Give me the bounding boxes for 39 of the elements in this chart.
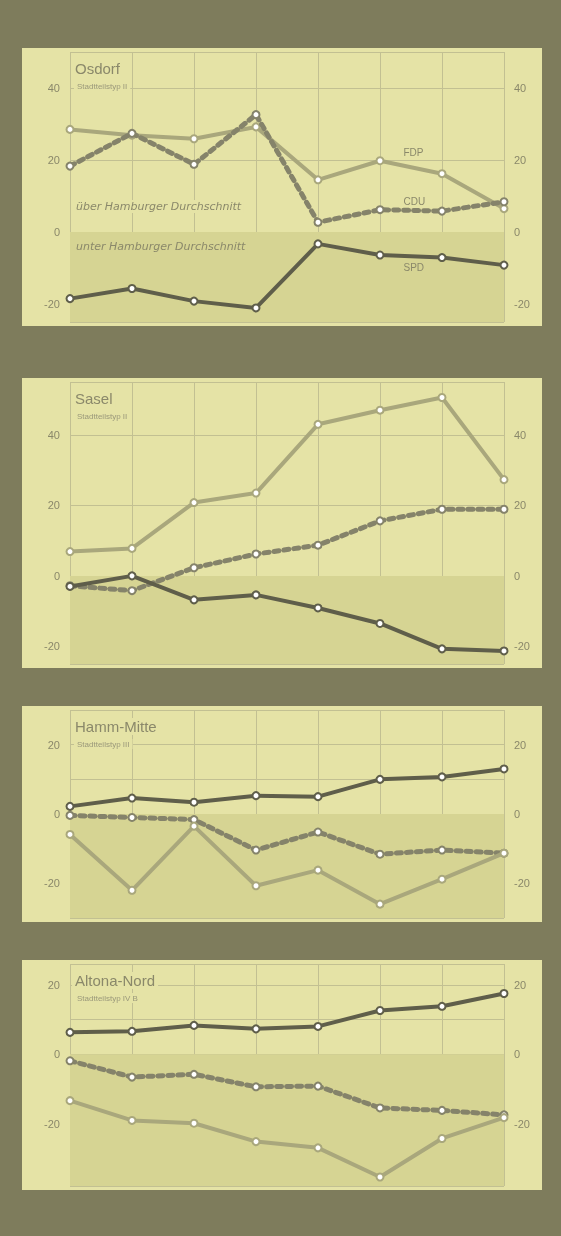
y-tick-label: -20	[44, 640, 60, 653]
y-tick-label: -20	[44, 877, 60, 890]
y2-tick-label: 0	[514, 569, 521, 582]
y-tick-label: 20	[47, 738, 60, 751]
y-tick-label: 0	[53, 808, 60, 820]
y-tick-label: 40	[47, 82, 60, 94]
text: Stadtteilstyp III	[77, 739, 130, 749]
series-label: FDP	[403, 147, 424, 159]
y2-tick-label: 20	[514, 499, 527, 512]
y2-tick-label: 20	[514, 978, 527, 991]
y2-tick-label: 0	[514, 226, 521, 238]
y2-tick-label: 20	[514, 154, 527, 166]
y2-tick-label: -20	[514, 298, 530, 310]
y-tick-label: 20	[47, 499, 60, 512]
text: Sasel	[75, 390, 113, 407]
y2-tick-label: -20	[514, 640, 530, 653]
y-tick-label: 0	[53, 226, 60, 238]
text: Hamm-Mitte	[75, 718, 157, 735]
y-tick-label: 40	[47, 428, 60, 441]
y2-tick-label: 0	[514, 1048, 521, 1061]
text: Stadtteilstyp IV B	[77, 993, 138, 1003]
y2-tick-label: 40	[514, 82, 527, 94]
text: Altona-Nord	[75, 972, 156, 989]
text: Osdorf	[75, 60, 121, 77]
series-label: CDU	[403, 196, 426, 208]
y-tick-label: -20	[44, 1117, 60, 1130]
series-label: SPD	[403, 261, 425, 273]
y2-tick-label: -20	[514, 1117, 530, 1130]
y2-tick-label: 40	[514, 428, 527, 441]
y-tick-label: 0	[53, 569, 60, 582]
y-tick-label: -20	[44, 298, 60, 310]
annotation: unter Hamburger Durchschnitt	[76, 240, 247, 253]
y2-tick-label: 20	[514, 738, 527, 751]
y2-tick-label: 0	[514, 808, 521, 820]
y-tick-label: 0	[53, 1048, 60, 1061]
annotation: über Hamburger Durchschnitt	[76, 200, 242, 213]
y2-tick-label: -20	[514, 877, 530, 890]
y-tick-label: 20	[47, 978, 60, 991]
y-tick-label: 20	[47, 154, 60, 166]
